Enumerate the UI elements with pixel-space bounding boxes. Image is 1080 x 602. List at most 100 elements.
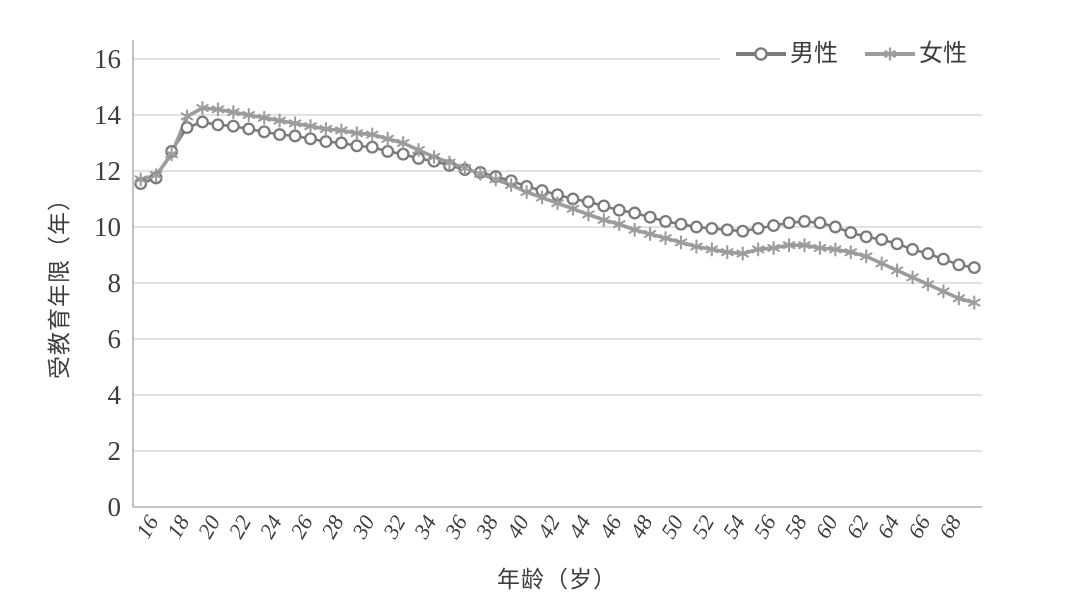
asterisk-marker — [767, 240, 780, 256]
x-tick-label: 24 — [254, 511, 287, 543]
asterisk-marker — [273, 113, 286, 128]
asterisk-marker — [257, 110, 271, 125]
asterisk-marker — [829, 242, 842, 257]
circle-marker — [396, 147, 410, 161]
x-tick-label: 54 — [717, 511, 750, 543]
asterisk-marker — [443, 155, 456, 170]
circle-marker — [921, 247, 935, 261]
circle-marker — [936, 252, 950, 266]
circle-marker — [334, 136, 348, 150]
asterisk-marker — [365, 127, 379, 142]
x-tick-label: 60 — [810, 511, 843, 543]
circle-marker — [659, 214, 673, 228]
x-tick-label: 62 — [841, 511, 874, 543]
circle-marker — [952, 258, 966, 272]
x-tick-label: 56 — [748, 511, 781, 543]
x-tick-label: 34 — [408, 511, 441, 543]
asterisk-marker — [489, 172, 503, 187]
asterisk-marker — [196, 100, 209, 116]
asterisk-marker — [165, 147, 178, 162]
asterisk-marker — [335, 123, 348, 138]
asterisk-marker — [844, 245, 858, 260]
circle-marker — [319, 135, 333, 149]
asterisk-marker — [659, 231, 672, 246]
circle-marker — [689, 220, 703, 234]
circle-marker — [350, 139, 364, 153]
asterisk-marker — [890, 263, 904, 278]
asterisk-marker — [952, 291, 966, 306]
legend-label-female: 女性 — [919, 41, 967, 67]
circle-marker — [782, 216, 796, 230]
asterisk-marker — [612, 217, 626, 232]
y-tick-label: 16 — [94, 44, 121, 74]
circle-marker — [581, 195, 595, 209]
x-tick-label: 20 — [193, 511, 226, 543]
circle-marker — [813, 216, 827, 230]
circle-marker — [257, 125, 271, 139]
asterisk-marker — [350, 126, 364, 141]
circle-marker — [751, 221, 765, 235]
asterisk-marker — [921, 277, 935, 292]
circle-marker — [242, 122, 256, 136]
asterisk-marker — [304, 119, 317, 134]
asterisk-marker — [690, 239, 703, 254]
circle-marker — [643, 210, 657, 224]
x-tick-label: 58 — [779, 511, 812, 543]
asterisk-marker — [628, 222, 641, 237]
y-tick-label: 4 — [108, 380, 122, 410]
asterisk-marker — [937, 284, 950, 299]
circle-marker — [288, 129, 302, 143]
circle-marker — [906, 242, 919, 256]
asterisk-marker — [211, 102, 225, 117]
asterisk-marker — [798, 238, 811, 253]
asterisk-marker — [721, 245, 734, 260]
asterisk-marker — [458, 161, 472, 176]
legend-item-male: 男性 — [735, 42, 838, 66]
female-line-asterisk-marker-icon — [865, 47, 915, 61]
male-line-circle-marker-icon — [736, 47, 786, 61]
y-tick-label: 12 — [94, 156, 121, 186]
circle-marker — [381, 144, 395, 158]
x-axis-title: 年龄（岁） — [497, 567, 617, 592]
circle-marker — [226, 119, 240, 133]
asterisk-marker — [813, 240, 827, 256]
circle-marker — [828, 220, 842, 234]
asterisk-marker — [535, 190, 549, 205]
asterisk-marker — [597, 212, 611, 228]
asterisk-marker — [474, 166, 487, 181]
asterisk-marker — [319, 121, 333, 137]
x-tick-label: 26 — [285, 511, 318, 543]
circle-marker — [875, 233, 889, 247]
y-tick-label: 6 — [108, 324, 122, 354]
circle-marker — [705, 221, 719, 235]
asterisk-marker — [968, 295, 981, 310]
circle-marker — [196, 115, 209, 129]
circle-marker — [798, 214, 811, 228]
y-axis-title: 受教育年限（年） — [47, 187, 72, 379]
circle-marker — [612, 203, 626, 217]
circle-marker — [844, 226, 858, 240]
x-tick-label: 64 — [872, 511, 905, 543]
legend-label-male: 男性 — [790, 41, 838, 67]
circle-marker — [736, 224, 750, 238]
asterisk-marker — [396, 135, 410, 151]
y-tick-label: 2 — [108, 436, 122, 466]
x-tick-label: 32 — [377, 511, 410, 543]
asterisk-marker — [751, 242, 765, 257]
asterisk-marker — [227, 105, 240, 120]
asterisk-marker — [180, 109, 194, 124]
asterisk-marker — [736, 246, 750, 261]
asterisk-marker — [288, 116, 302, 131]
x-tick-label: 40 — [501, 511, 534, 543]
circle-marker — [180, 121, 194, 135]
chart-legend: 男性 女性 — [720, 38, 982, 70]
asterisk-marker — [520, 184, 533, 200]
asterisk-marker — [566, 201, 580, 216]
x-tick-label: 46 — [594, 511, 627, 543]
circle-marker — [597, 199, 611, 213]
circle-marker — [273, 128, 287, 142]
y-tick-label: 10 — [94, 212, 121, 242]
asterisk-marker — [643, 226, 657, 242]
asterisk-marker — [551, 196, 564, 211]
